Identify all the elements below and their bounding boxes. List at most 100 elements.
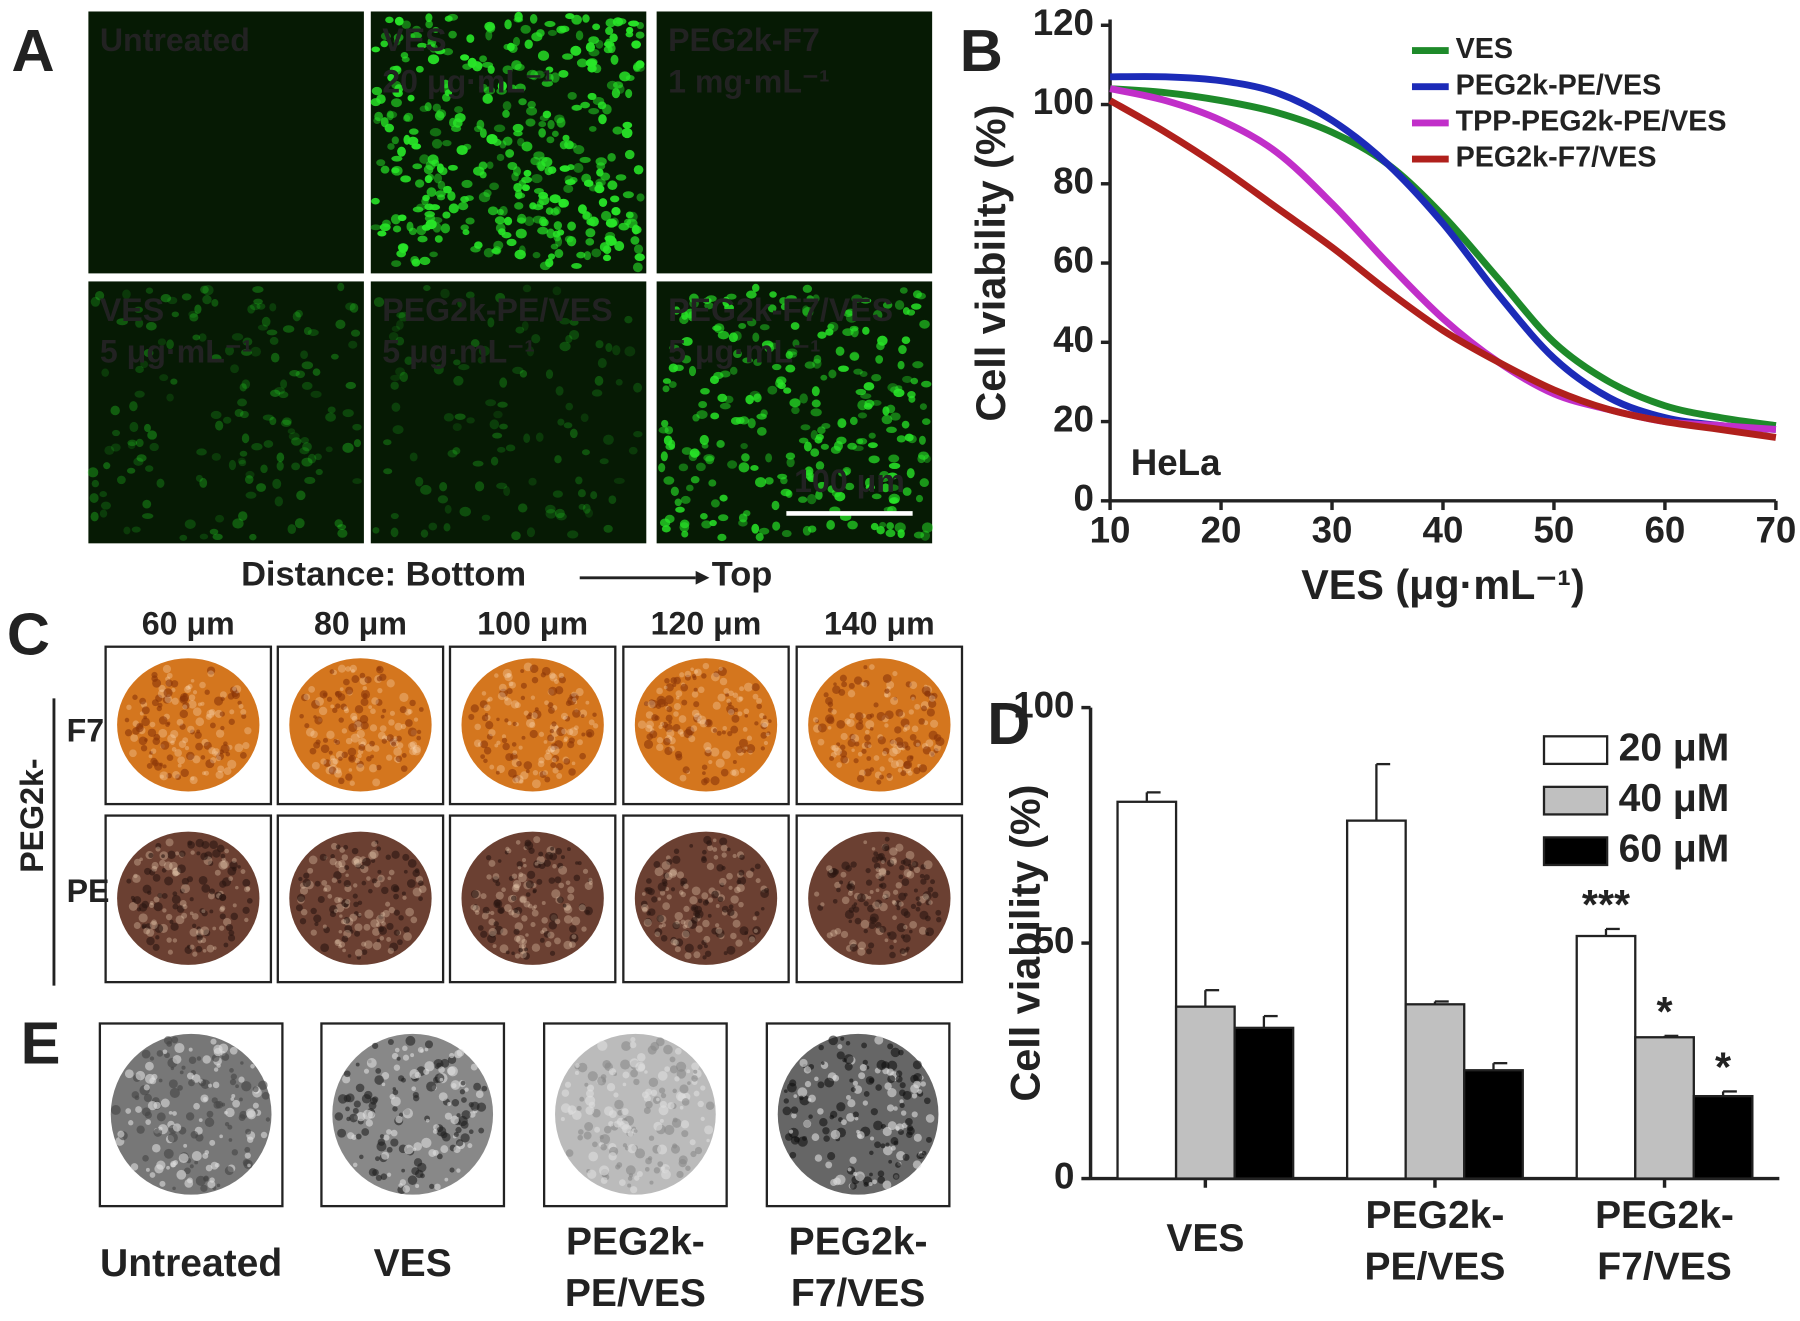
texture <box>187 1072 194 1079</box>
texture <box>483 907 490 914</box>
cell <box>455 413 466 420</box>
texture <box>357 754 362 759</box>
texture <box>863 665 867 669</box>
texture <box>142 706 150 714</box>
texture <box>228 693 235 700</box>
cell <box>479 55 487 62</box>
cell <box>570 46 581 56</box>
cell <box>421 530 429 538</box>
texture <box>837 1051 845 1059</box>
texture <box>858 1072 865 1079</box>
texture <box>790 1152 797 1159</box>
texture <box>163 1049 168 1054</box>
texture <box>376 846 381 851</box>
texture <box>866 948 872 954</box>
texture <box>597 1041 607 1051</box>
texture <box>353 1108 359 1114</box>
texture <box>903 728 907 732</box>
texture <box>681 1130 688 1137</box>
cell <box>413 207 424 213</box>
legend-label: 40 μM <box>1619 777 1730 820</box>
texture <box>726 873 733 880</box>
cell <box>604 525 613 533</box>
cell <box>921 381 931 388</box>
x-tick-label: 40 <box>1423 510 1464 551</box>
cell <box>720 370 731 377</box>
cell <box>262 317 271 327</box>
texture <box>710 747 719 756</box>
texture <box>918 718 925 725</box>
cell <box>136 439 144 447</box>
texture <box>761 746 765 750</box>
cell <box>661 420 668 428</box>
cell <box>517 217 526 223</box>
texture <box>825 714 834 723</box>
texture <box>575 1071 579 1075</box>
texture <box>309 856 318 865</box>
cell <box>499 377 507 387</box>
texture <box>355 705 363 713</box>
cell <box>462 229 469 235</box>
cell <box>352 424 361 431</box>
texture <box>694 669 698 673</box>
texture <box>132 727 140 735</box>
texture <box>314 716 322 724</box>
texture <box>722 906 729 913</box>
texture <box>344 1070 351 1077</box>
texture <box>935 910 941 916</box>
texture <box>823 1135 830 1142</box>
texture <box>760 889 769 898</box>
cell <box>898 361 905 370</box>
texture <box>680 684 688 692</box>
cell <box>295 518 305 528</box>
cell <box>423 285 430 291</box>
cell <box>370 224 381 230</box>
cell <box>851 327 859 337</box>
cell <box>229 460 236 470</box>
texture <box>419 885 427 893</box>
cell <box>444 413 454 421</box>
texture <box>853 1081 858 1086</box>
cell <box>755 477 766 487</box>
cell <box>505 149 514 158</box>
cell <box>409 228 417 235</box>
texture <box>167 851 175 859</box>
cell <box>279 391 289 398</box>
texture <box>377 688 382 693</box>
texture <box>889 748 898 757</box>
spheroid-image <box>450 816 615 983</box>
texture <box>494 744 498 748</box>
texture <box>656 1037 665 1046</box>
texture <box>738 902 744 908</box>
texture <box>686 1069 690 1073</box>
texture <box>670 1065 678 1073</box>
texture <box>486 874 491 879</box>
texture <box>397 742 403 748</box>
texture <box>157 1050 164 1057</box>
texture <box>895 1162 901 1168</box>
texture <box>371 841 377 847</box>
texture <box>818 1045 824 1051</box>
texture <box>756 704 762 710</box>
texture <box>706 1139 710 1143</box>
texture <box>925 739 933 747</box>
texture <box>425 1048 429 1052</box>
y-tick-label: 100 <box>1033 81 1094 122</box>
texture <box>638 720 646 728</box>
texture <box>354 931 360 937</box>
cell <box>489 183 499 191</box>
texture <box>854 742 859 747</box>
texture <box>898 1129 904 1135</box>
texture <box>407 709 412 714</box>
texture <box>323 925 327 929</box>
texture <box>329 751 333 755</box>
texture <box>681 1120 689 1128</box>
texture <box>554 679 559 684</box>
cell <box>665 426 673 434</box>
cell <box>397 147 406 157</box>
texture <box>874 1036 883 1045</box>
texture <box>397 939 403 945</box>
micrograph-label: PEG2k-PE/VES <box>382 292 612 328</box>
cell <box>432 139 442 149</box>
texture <box>662 861 671 870</box>
